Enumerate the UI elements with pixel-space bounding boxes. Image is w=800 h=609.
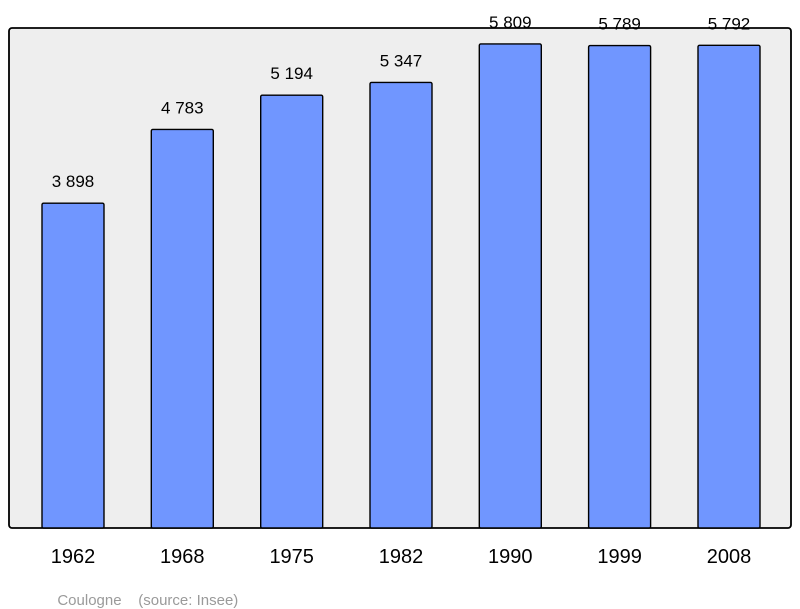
value-label-1968: 4 783 <box>161 98 204 117</box>
bar-1990 <box>478 43 542 529</box>
value-label-2008: 5 792 <box>708 14 751 33</box>
x-tick-label-1975: 1975 <box>269 546 314 568</box>
value-labels-group: 3 898 4 783 5 194 5 347 5 809 5 789 5 792 <box>52 13 751 191</box>
x-tick-labels-group: 1962 1968 1975 1982 1990 1999 2008 <box>51 546 752 568</box>
value-label-1999: 5 789 <box>598 15 641 34</box>
x-tick-label-2008: 2008 <box>707 546 752 568</box>
bar-1968 <box>150 128 215 529</box>
bar-1975 <box>260 94 324 529</box>
value-label-1982: 5 347 <box>380 51 423 70</box>
x-tick-label-1999: 1999 <box>597 546 642 568</box>
bar-1982 <box>369 81 433 529</box>
value-label-1990: 5 809 <box>489 13 532 32</box>
x-tick-label-1990: 1990 <box>488 546 533 568</box>
bar-chart: 3 898 4 783 5 194 5 347 5 809 5 789 5 792 1962… <box>8 13 792 568</box>
value-label-1975: 5 194 <box>270 64 313 83</box>
x-tick-label-1968: 1968 <box>160 546 205 568</box>
value-label-1962: 3 898 <box>52 172 95 191</box>
caption-place: Coulogne <box>57 592 122 609</box>
x-tick-label-1962: 1962 <box>51 546 96 568</box>
bars-group <box>41 43 761 529</box>
caption-source: (source: Insee) <box>138 592 239 609</box>
chart-caption: Coulogne (source: Insee) <box>49 575 238 609</box>
x-tick-label-1982: 1982 <box>379 546 424 568</box>
bar-1962 <box>41 202 105 529</box>
bar-2008 <box>697 44 761 529</box>
bar-1999 <box>587 44 652 529</box>
